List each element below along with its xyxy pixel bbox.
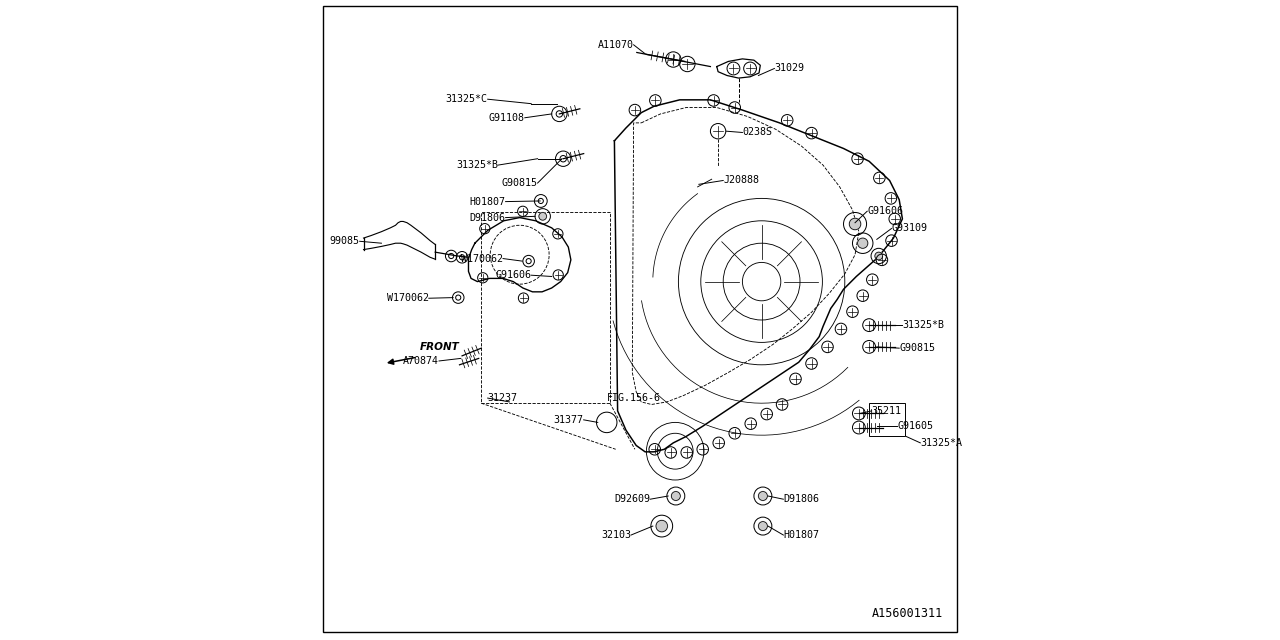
- Text: G93109: G93109: [891, 223, 928, 234]
- Text: H01807: H01807: [470, 196, 506, 207]
- Text: D91806: D91806: [783, 494, 819, 504]
- Text: A11070: A11070: [598, 40, 634, 50]
- Text: G91605: G91605: [897, 421, 933, 431]
- Text: D92609: D92609: [614, 494, 650, 504]
- Text: 31237: 31237: [488, 393, 517, 403]
- Text: D91806: D91806: [470, 212, 506, 223]
- Text: W170062: W170062: [461, 253, 503, 264]
- Text: A70874: A70874: [403, 356, 439, 366]
- Text: 31377: 31377: [554, 415, 584, 425]
- Text: J20888: J20888: [723, 175, 759, 186]
- Circle shape: [876, 252, 883, 260]
- Circle shape: [758, 492, 768, 500]
- Circle shape: [672, 492, 681, 500]
- Text: G90815: G90815: [900, 343, 936, 353]
- Text: 31029: 31029: [774, 63, 804, 74]
- Text: FRONT: FRONT: [420, 342, 460, 352]
- Text: 31325*A: 31325*A: [920, 438, 963, 448]
- Bar: [869, 403, 905, 436]
- Circle shape: [539, 212, 547, 220]
- Text: G90815: G90815: [502, 178, 538, 188]
- Text: H01807: H01807: [783, 530, 819, 540]
- Text: 31325*C: 31325*C: [445, 94, 488, 104]
- Text: G91606: G91606: [495, 270, 531, 280]
- Text: 0238S: 0238S: [742, 127, 772, 138]
- Text: G91606: G91606: [868, 206, 904, 216]
- Circle shape: [657, 520, 668, 532]
- Text: A156001311: A156001311: [872, 607, 943, 620]
- Circle shape: [758, 522, 768, 531]
- Circle shape: [850, 218, 861, 230]
- Text: W170062: W170062: [387, 293, 429, 303]
- Text: 35211: 35211: [872, 406, 901, 416]
- Text: 31325*B: 31325*B: [902, 320, 945, 330]
- Circle shape: [858, 238, 868, 248]
- Text: G91108: G91108: [489, 113, 525, 123]
- Text: 99085: 99085: [330, 236, 360, 246]
- Text: FIG.156-6: FIG.156-6: [607, 393, 660, 403]
- Text: 32103: 32103: [602, 530, 631, 540]
- Text: 31325*B: 31325*B: [456, 160, 498, 170]
